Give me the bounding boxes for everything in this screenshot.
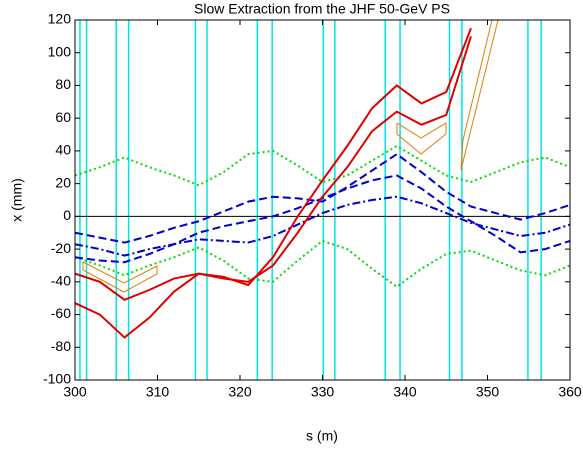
plot-frame <box>74 19 571 381</box>
x-tick-label: 340 <box>393 384 417 400</box>
y-tick-label: 40 <box>55 142 71 158</box>
x-tick-label: 350 <box>476 384 500 400</box>
series-line <box>75 36 472 301</box>
y-tick-label: 80 <box>55 76 71 92</box>
x-tick-label: 320 <box>228 384 252 400</box>
x-tick-label: 310 <box>146 384 170 400</box>
x-axis-label: s (m) <box>306 428 338 444</box>
series-line <box>75 239 570 288</box>
x-tick-label: 330 <box>311 384 335 400</box>
y-tick-label: 60 <box>55 109 71 125</box>
y-tick-label: 20 <box>55 174 71 190</box>
x-tick-label: 360 <box>558 384 582 400</box>
septum <box>396 122 447 155</box>
y-axis-label: x (mm) <box>9 178 25 222</box>
y-tick-label: 0 <box>63 207 71 223</box>
series-line <box>75 152 570 244</box>
y-tick-label: -40 <box>51 273 71 289</box>
septum <box>82 261 158 293</box>
y-tick-label: -80 <box>51 338 71 354</box>
septum <box>460 20 493 171</box>
y-tick-label: 120 <box>48 11 72 27</box>
y-tick-label: -100 <box>43 371 71 387</box>
series-line <box>75 195 570 257</box>
septa <box>82 20 499 293</box>
septum <box>460 20 499 171</box>
y-tick-label: 100 <box>48 43 72 59</box>
chart-title: Slow Extraction from the JHF 50-GeV PS <box>194 1 450 17</box>
y-tick-label: -60 <box>51 305 71 321</box>
y-tick-label: -20 <box>51 240 71 256</box>
x-tick-label: 300 <box>63 384 87 400</box>
series-line <box>75 27 472 339</box>
plot-area <box>75 20 570 380</box>
